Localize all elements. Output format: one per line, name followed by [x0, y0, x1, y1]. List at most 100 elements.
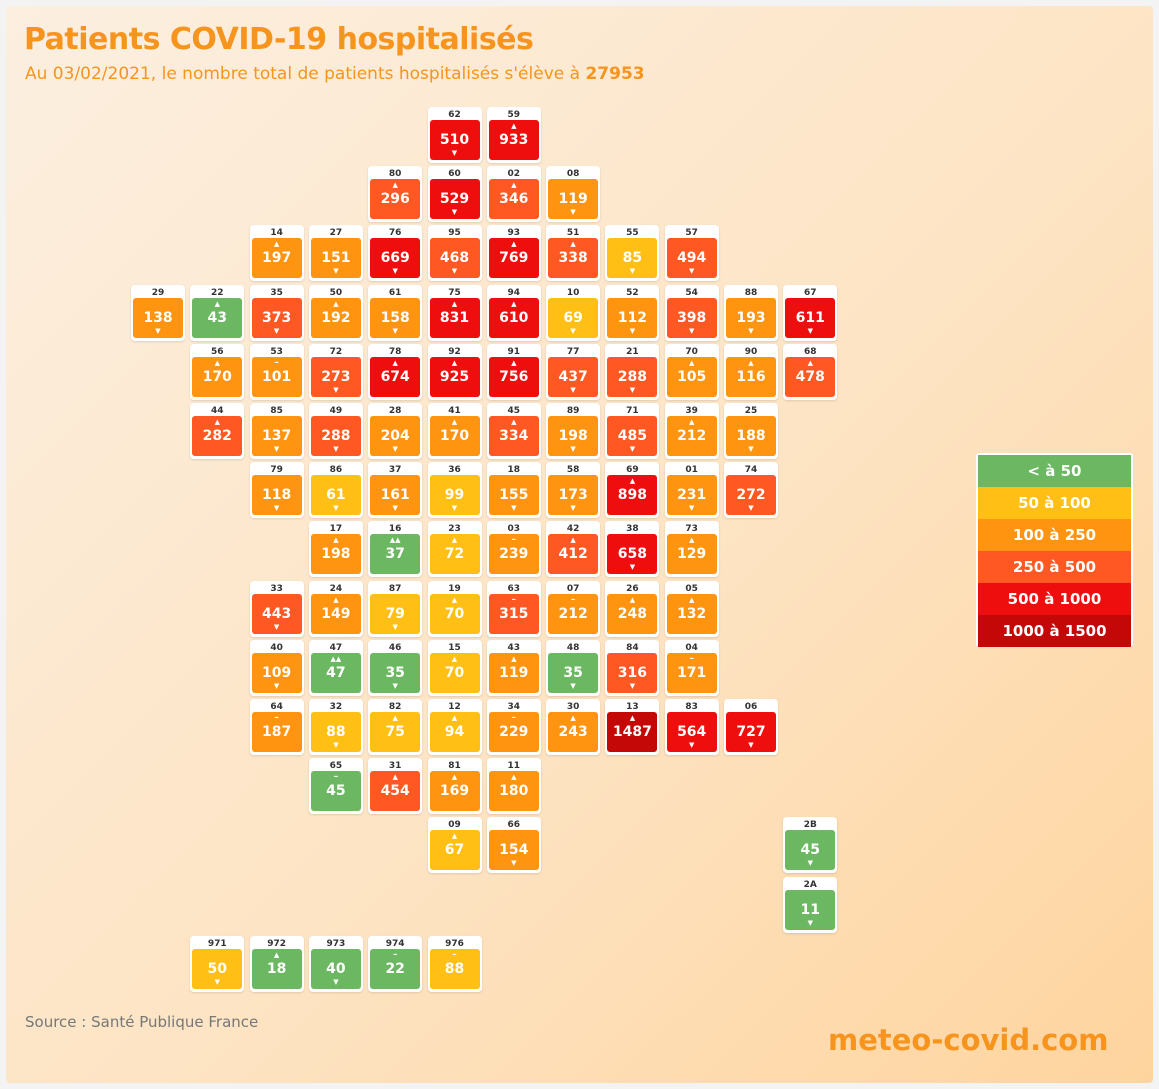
subtitle-text: Au 03/02/2021, le nombre total de patien…: [25, 64, 581, 84]
hospitalized-count: 105: [677, 368, 707, 385]
trend-up-icon: ▲: [451, 654, 458, 663]
hospitalized-count: 47: [326, 664, 346, 681]
department-tile: 77 ▼ 437: [546, 343, 601, 400]
department-code: 65: [329, 761, 343, 772]
hospitalized-count: 669: [380, 250, 410, 267]
trend-stable-icon: –: [392, 949, 398, 960]
department-tile: 57 ▼ 494: [664, 225, 719, 282]
department-tile: 68 ▲ 478: [783, 343, 838, 400]
hospitalized-count: 40: [326, 960, 346, 977]
department-tile: 87 ▼ 79: [368, 580, 423, 637]
trend-down-icon: ▼: [688, 267, 695, 276]
hospitalized-count: 231: [677, 487, 707, 504]
department-value-box: ▼ 45: [785, 830, 836, 871]
hospitalized-count: 204: [380, 428, 410, 444]
department-code: 01: [685, 465, 698, 476]
department-value-box: ▼ 564: [666, 712, 717, 752]
department-value-box: ▲ 334: [488, 416, 539, 456]
department-tile: 48 ▼ 35: [546, 639, 601, 696]
department-tile: 78 ▲ 674: [368, 343, 423, 400]
department-tile: 85 ▼ 137: [249, 403, 304, 459]
department-tile: 89 ▼ 198: [546, 403, 601, 459]
department-value-box: –229: [488, 712, 539, 752]
department-value-box: ▼ 158: [370, 297, 421, 338]
hospitalized-count: 898: [617, 487, 647, 504]
hospitalized-count: 248: [617, 605, 647, 622]
department-value-box: ▼ 61: [310, 475, 361, 516]
hospitalized-count: 187: [261, 724, 292, 740]
trend-up-icon: ▲▲: [330, 654, 342, 663]
department-tile: 976–88: [427, 935, 482, 992]
trend-up-icon: ▲: [688, 595, 695, 604]
trend-stable-icon: –: [570, 594, 576, 605]
department-value-box: ▼ 494: [666, 238, 717, 279]
department-code: 25: [744, 406, 758, 416]
department-value-box: ▲ 478: [785, 356, 836, 397]
department-code: 36: [448, 465, 461, 476]
trend-up-icon: ▲: [392, 773, 398, 782]
legend-item: 50 à 100: [978, 487, 1131, 519]
department-code: 84: [626, 642, 639, 653]
department-value-box: –101: [251, 356, 302, 397]
hospitalized-count: 610: [499, 309, 529, 326]
department-tile: 16 ▲▲ 37: [368, 521, 423, 578]
department-code: 95: [448, 228, 461, 239]
hospitalized-count: 70: [444, 664, 465, 681]
department-tile: 28 ▼ 204: [368, 403, 423, 459]
department-tile: 58 ▼ 173: [546, 462, 601, 519]
trend-down-icon: ▼: [807, 918, 813, 927]
hospitalized-count: 154: [499, 842, 529, 859]
department-code: 35: [270, 287, 283, 298]
department-value-box: ▼ 50: [192, 948, 243, 989]
trend-up-icon: ▲: [511, 240, 517, 249]
department-tile: 17 ▲ 198: [308, 521, 363, 578]
department-tile-map: 62 ▼ 510 59 ▲ 933 80 ▲ 296 60 ▼ 529 02 ▲ 346 08 ▼ 119 14 ▲ 1…: [6, 6, 1153, 1083]
department-tile: 91 ▲ 756: [486, 343, 541, 400]
trend-down-icon: ▼: [570, 208, 576, 217]
department-tile: 61 ▼ 158: [368, 284, 423, 341]
department-code: 09: [448, 820, 461, 831]
hospitalized-count: 468: [439, 250, 470, 267]
page-title: Patients COVID-19 hospitalisés: [24, 22, 534, 57]
department-tile: 88 ▼ 193: [724, 284, 778, 341]
hospitalized-count: 94: [444, 724, 465, 740]
department-code: 21: [626, 346, 639, 357]
trend-down-icon: ▼: [392, 622, 398, 631]
trend-up-icon: ▲: [451, 832, 458, 841]
department-value-box: ▼ 137: [251, 416, 302, 456]
department-tile: 18 ▼ 155: [486, 462, 541, 519]
source-note: Source : Santé Publique France: [25, 1013, 259, 1031]
department-value-box: ▼ 273: [310, 356, 361, 397]
department-code: 14: [270, 228, 283, 239]
department-code: 976: [445, 938, 464, 949]
department-tile: 22 ▲ 43: [190, 284, 245, 341]
department-tile: 34–229: [486, 699, 541, 755]
department-code: 53: [270, 346, 283, 357]
department-code: 17: [329, 524, 343, 535]
department-code: 40: [270, 642, 283, 653]
trend-down-icon: ▼: [688, 504, 695, 513]
department-code: 974: [385, 938, 405, 949]
department-value-box: ▼ 118: [251, 475, 302, 516]
trend-up-icon: ▲: [688, 358, 695, 367]
department-tile: 19 ▲ 70: [427, 580, 482, 637]
department-value-box: ▲ 212: [666, 416, 717, 456]
hospitalized-count: 119: [558, 191, 588, 208]
hospitalized-count: 510: [439, 132, 470, 148]
department-tile: 31 ▲ 454: [368, 758, 423, 815]
hospitalized-count: 315: [499, 605, 529, 622]
trend-up-icon: ▲: [451, 536, 458, 545]
trend-down-icon: ▼: [629, 385, 636, 394]
department-tile: 15 ▲ 70: [427, 639, 482, 696]
department-code: 67: [804, 287, 817, 298]
department-value-box: ▼ 161: [370, 475, 421, 516]
hospitalized-count: 398: [677, 309, 707, 326]
department-value-box: ▼ 35: [370, 652, 421, 693]
department-tile: 974–22: [368, 935, 423, 992]
hospitalized-count: 18: [266, 960, 287, 977]
department-code: 90: [744, 346, 758, 357]
department-code: 87: [388, 583, 402, 594]
department-value-box: ▲ 132: [666, 593, 717, 634]
department-value-box: –212: [548, 593, 599, 634]
department-value-box: ▼ 151: [310, 238, 361, 279]
